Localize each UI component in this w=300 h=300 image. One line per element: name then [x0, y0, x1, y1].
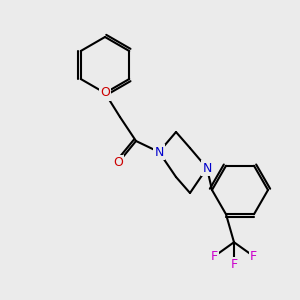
Text: F: F: [230, 258, 238, 271]
Text: F: F: [250, 250, 257, 263]
Text: F: F: [211, 250, 218, 263]
Text: N: N: [202, 161, 212, 175]
Text: O: O: [100, 86, 110, 100]
Text: O: O: [113, 157, 123, 169]
Text: N: N: [154, 146, 164, 158]
